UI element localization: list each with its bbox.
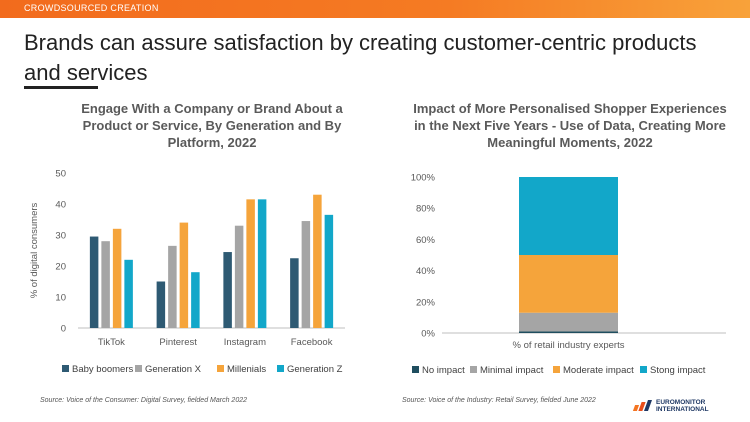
section-tag: CROWDSOURCED CREATION (24, 3, 159, 13)
y-tick-label: 40% (416, 266, 436, 277)
y-tick-label: 50 (55, 169, 66, 180)
logo-line-1: EUROMONITOR (656, 399, 706, 406)
y-tick-label: 10 (55, 293, 66, 304)
legend-swatch (640, 366, 647, 373)
bar-facebook-3 (324, 214, 334, 328)
stack-segment-3 (519, 177, 618, 255)
y-tick-label: 40 (55, 200, 66, 211)
bar-facebook-2 (313, 194, 322, 328)
bar-facebook-0 (290, 258, 299, 328)
legend-label: Stong impact (650, 365, 706, 376)
legend-label: Millenials (227, 364, 266, 375)
y-tick-label: 0 (61, 324, 66, 335)
right-chart-title: Impact of More Personalised Shopper Expe… (413, 101, 727, 150)
logo-mark-icon (632, 400, 654, 411)
y-tick-label: 20 (55, 262, 66, 273)
legend-label: Moderate impact (563, 365, 634, 376)
logo-line-2: INTERNATIONAL (656, 406, 709, 413)
x-tick-label: Pinterest (159, 337, 197, 348)
stack-segment-0 (519, 331, 618, 333)
bar-tiktok-3 (124, 259, 133, 328)
legend-swatch (217, 365, 224, 372)
bar-instagram-2 (246, 199, 255, 328)
stack-segment-1 (519, 312, 618, 332)
bar-instagram-1 (234, 225, 244, 328)
bar-facebook-1 (301, 221, 311, 328)
legend-swatch (135, 365, 142, 372)
y-tick-label: 30 (55, 231, 66, 242)
bar-pinterest-2 (179, 222, 189, 328)
left-chart-title: Engage With a Company or Brand About a P… (81, 101, 343, 150)
legend-label: Generation Z (287, 364, 343, 375)
page-headline: Brands can assure satisfaction by creati… (24, 30, 697, 85)
logo-text: EUROMONITOR INTERNATIONAL (656, 399, 709, 413)
headline-underline (24, 86, 98, 89)
legend-label: Generation X (145, 364, 202, 375)
bar-tiktok-1 (101, 241, 110, 328)
bar-instagram-0 (223, 252, 232, 328)
left-chart-source: Source: Voice of the Consumer: Digital S… (40, 397, 247, 404)
y-tick-label: 60% (416, 235, 436, 246)
y-tick-label: 20% (416, 297, 436, 308)
legend-label: No impact (422, 365, 465, 376)
y-tick-label: 80% (416, 204, 436, 215)
bar-instagram-3 (257, 199, 267, 328)
y-axis-label: % of digital consumers (29, 202, 40, 298)
legend-swatch (553, 366, 560, 373)
legend-label: Baby boomers (72, 364, 134, 375)
x-tick-label: TikTok (98, 337, 125, 348)
top-banner: CROWDSOURCED CREATION (0, 0, 750, 18)
legend-swatch (470, 366, 477, 373)
legend-swatch (62, 365, 69, 372)
stack-segment-2 (519, 255, 618, 313)
bar-pinterest-0 (156, 281, 166, 328)
legend-label: Minimal impact (480, 365, 544, 376)
bar-pinterest-3 (191, 272, 200, 328)
x-tick-label: Instagram (224, 337, 266, 348)
bar-tiktok-0 (89, 236, 99, 328)
right-chart-source: Source: Voice of the Industry: Retail Su… (402, 397, 596, 404)
y-tick-label: 100% (411, 173, 436, 184)
legend-swatch (277, 365, 284, 372)
x-tick-label: % of retail industry experts (513, 340, 625, 351)
bar-tiktok-2 (112, 228, 122, 328)
y-tick-label: 0% (421, 329, 435, 340)
euromonitor-logo: EUROMONITOR INTERNATIONAL (632, 398, 740, 414)
legend-swatch (412, 366, 419, 373)
x-tick-label: Facebook (291, 337, 333, 348)
bar-pinterest-1 (168, 245, 177, 328)
